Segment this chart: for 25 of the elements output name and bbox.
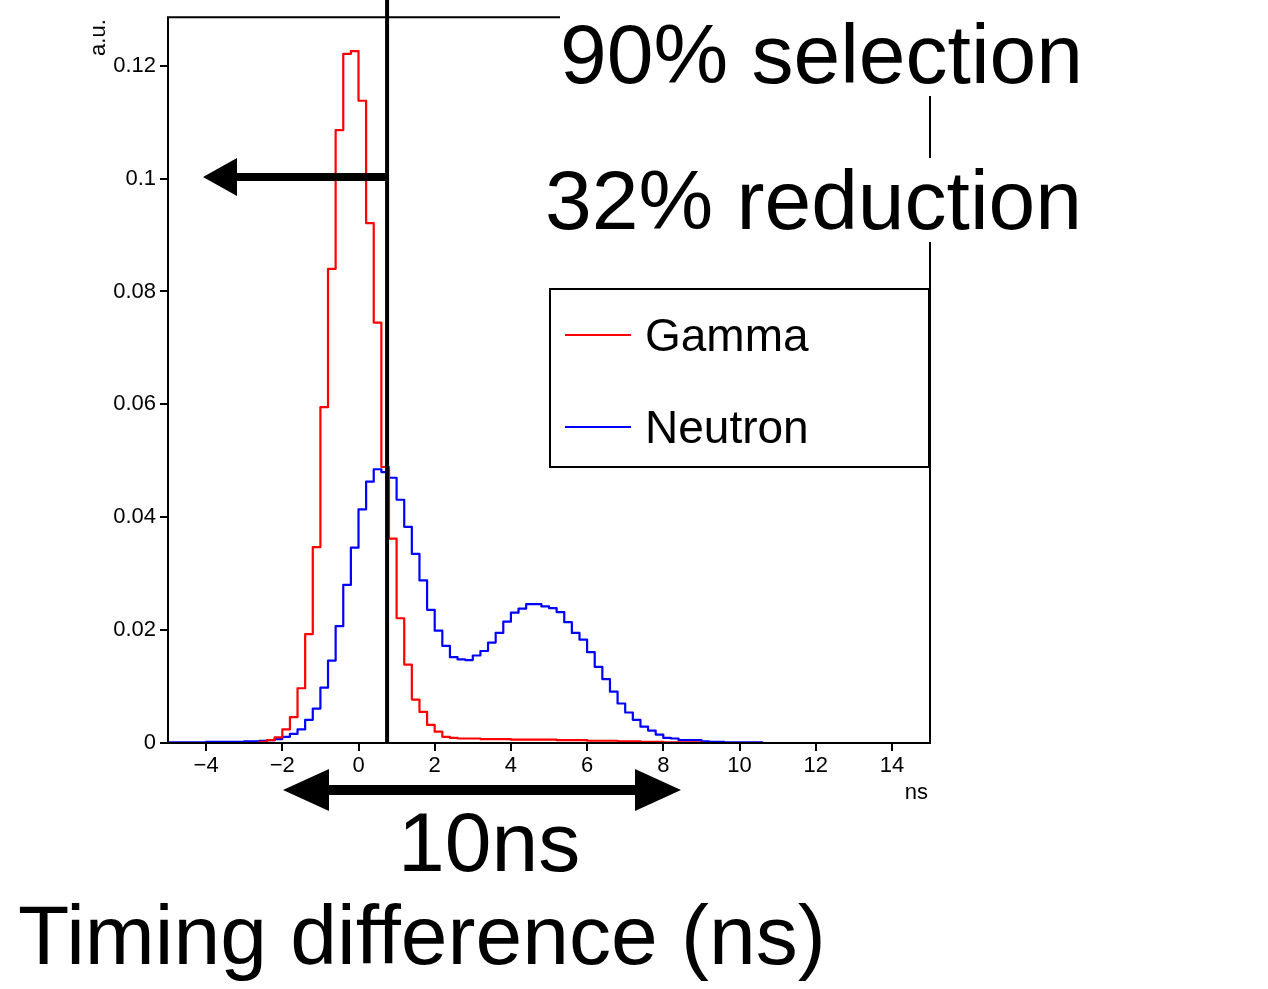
y-tick-label: 0 — [143, 729, 156, 755]
y-tick-label: 0.06 — [113, 390, 156, 416]
x-tick-label: −4 — [193, 752, 219, 778]
x-tick-label: −2 — [269, 752, 295, 778]
y-tick-label: 0.04 — [113, 503, 156, 529]
x-tick-label: 6 — [580, 752, 594, 778]
x-tick-label: 4 — [504, 752, 518, 778]
x-axis-title: ns — [904, 779, 928, 805]
y-tick-label: 0.12 — [113, 51, 156, 77]
x-tick-label: 8 — [657, 752, 670, 778]
legend-label: Neutron — [645, 400, 809, 454]
text: Timing difference (ns) — [18, 888, 826, 982]
y-tick-label: 0.02 — [113, 616, 156, 642]
y-axis-title: a.u. — [85, 19, 111, 56]
x-tick-label: 12 — [803, 752, 828, 778]
y-tick-label: 0.08 — [113, 277, 156, 303]
x-tick-label: 14 — [879, 752, 905, 778]
y-tick-label: 0.1 — [125, 164, 156, 190]
x-tick-label: 10 — [727, 752, 752, 778]
x-tick-label: 0 — [352, 752, 365, 778]
annotation: 32% reduction — [545, 153, 1083, 247]
text: 10ns — [398, 795, 581, 889]
legend-label: Gamma — [645, 308, 809, 362]
annotation: 90% selection — [560, 7, 1083, 101]
x-tick-label: 2 — [428, 752, 441, 778]
